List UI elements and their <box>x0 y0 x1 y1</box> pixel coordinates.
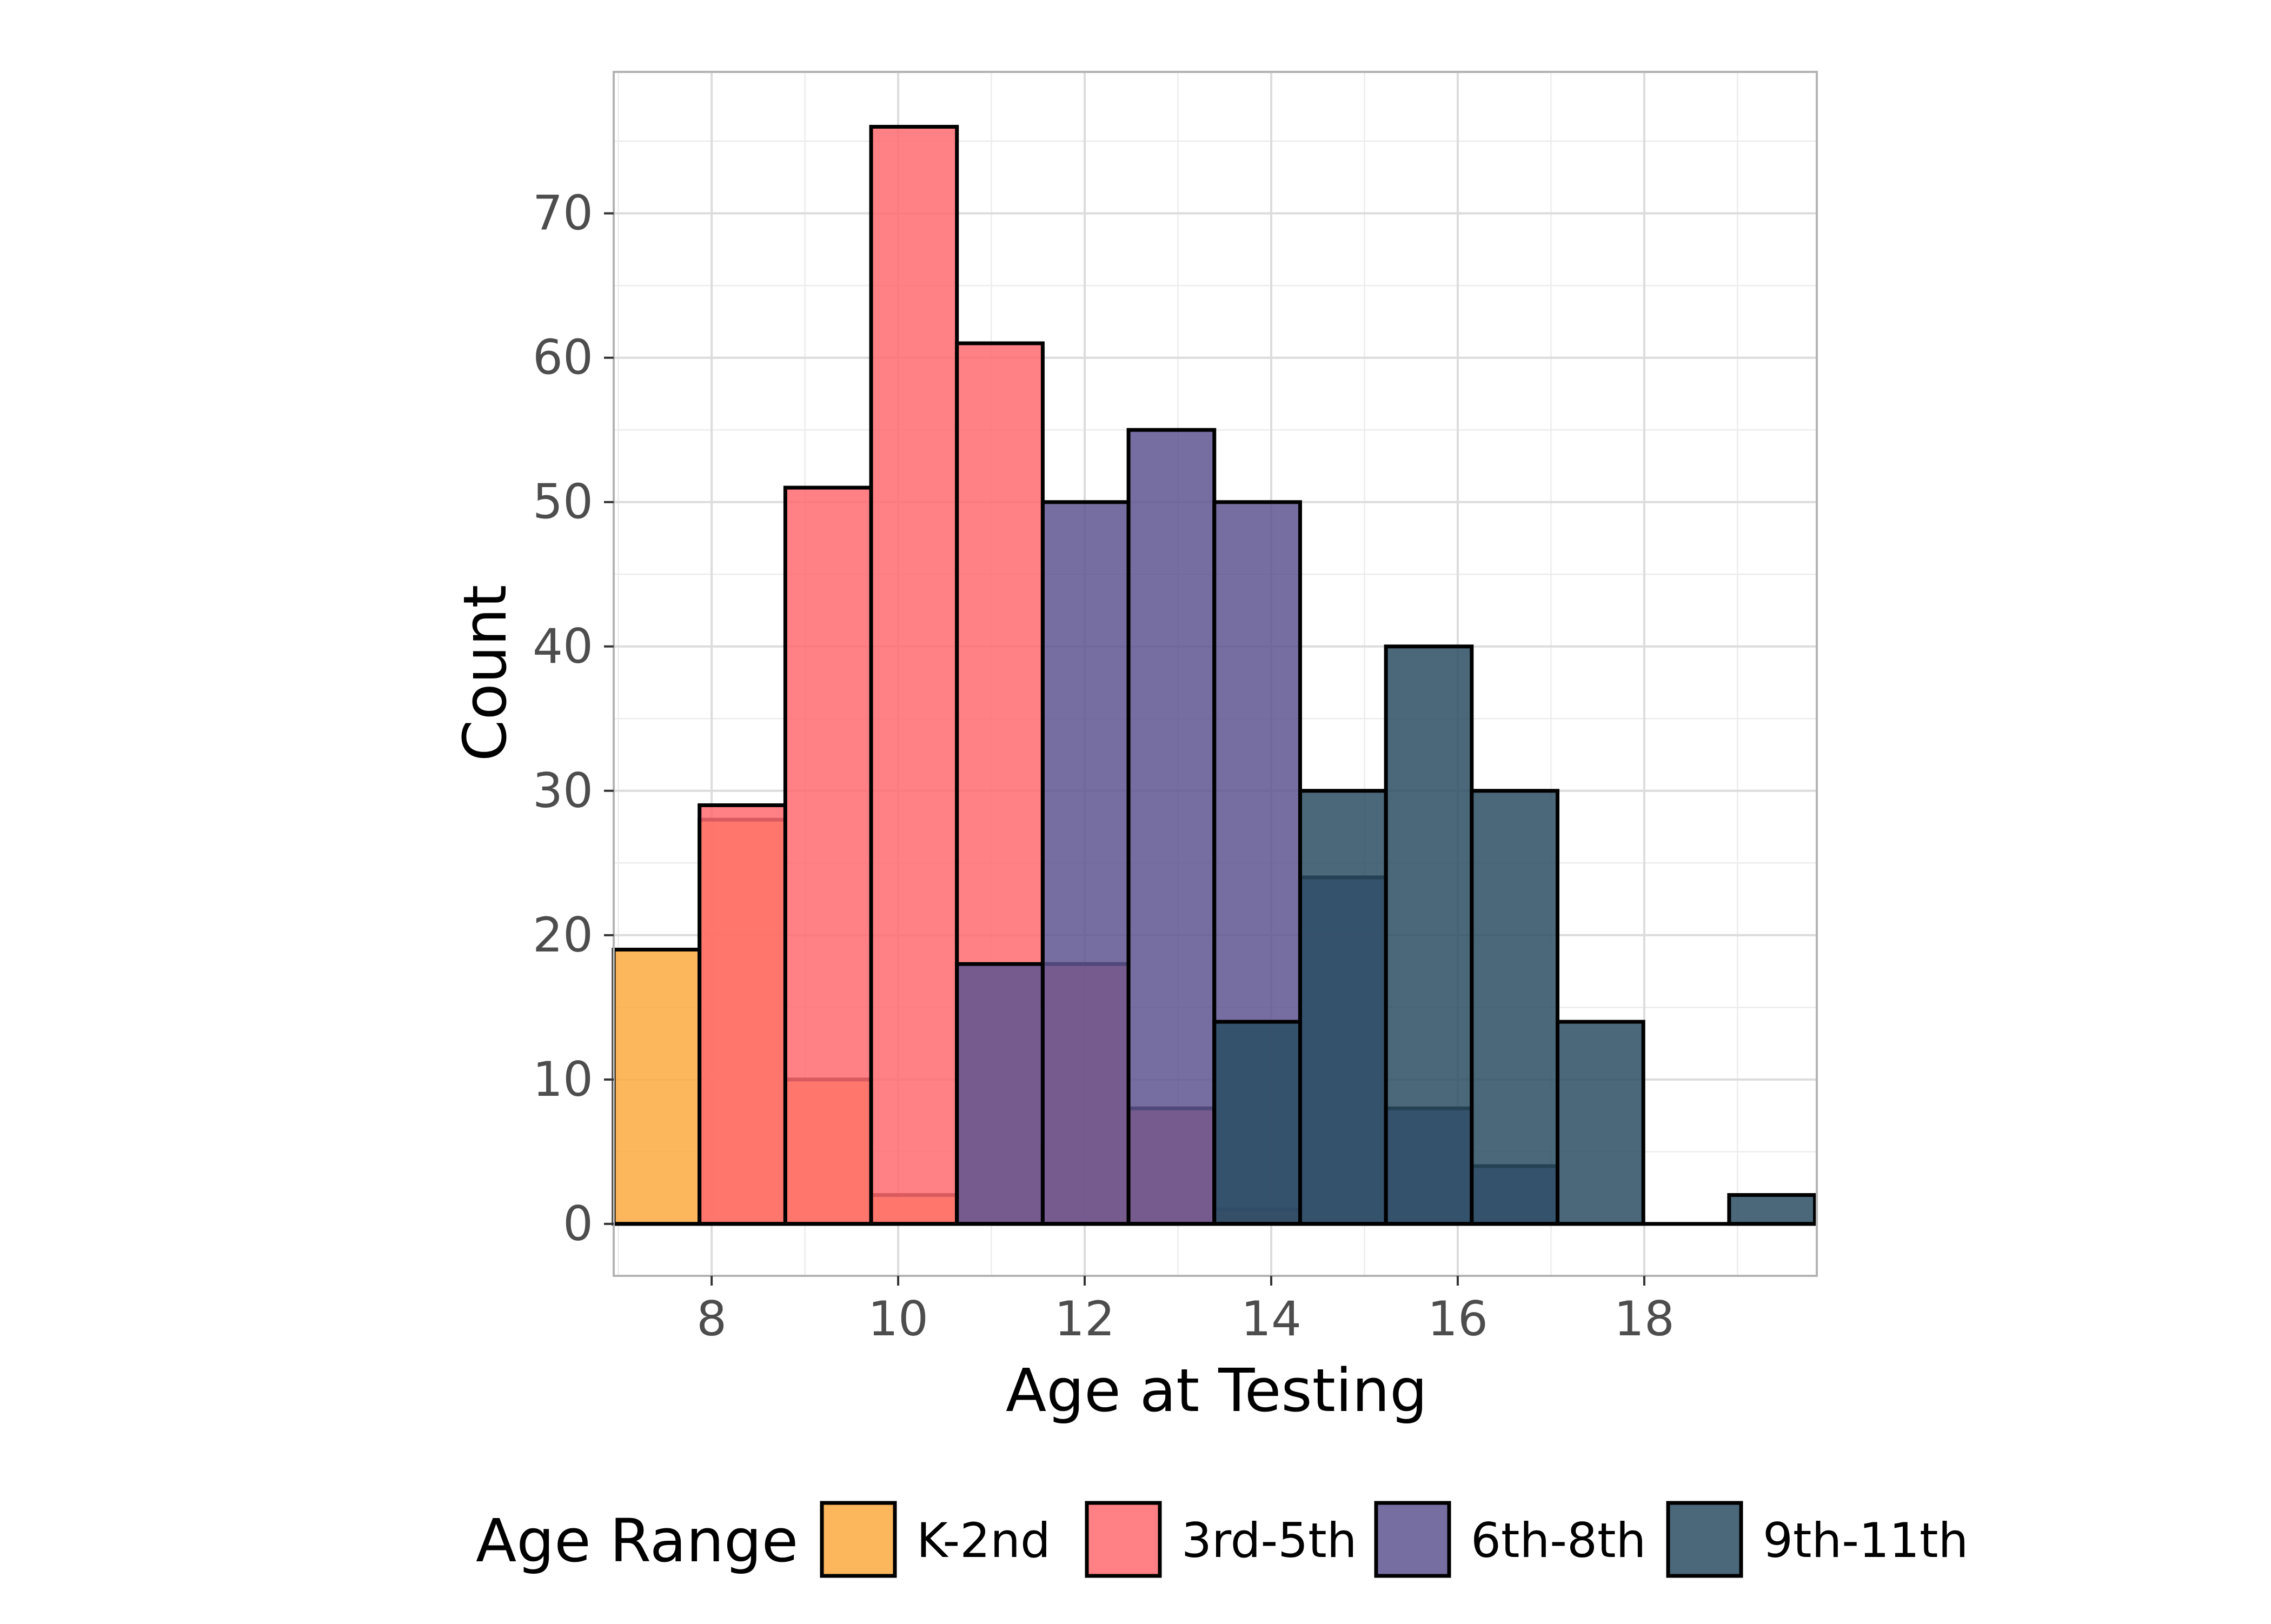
bar-9th-11th <box>1212 1020 1302 1226</box>
x-axis-title: Age at Testing <box>1006 1356 1427 1425</box>
legend: Age Range K-2nd 3rd-5th 6th-8th 9th-11th <box>476 1501 1968 1578</box>
legend-label-3rd-5th: 3rd-5th <box>1181 1513 1357 1568</box>
x-tick-label: 10 <box>868 1291 928 1347</box>
bar-9th-11th <box>1470 789 1560 1226</box>
bar-6th-8th <box>1040 500 1131 1226</box>
y-tick-label: 40 <box>533 618 593 674</box>
bar-9th-11th <box>1727 1193 1817 1226</box>
y-axis-ticks: 0 10 20 30 40 50 60 70 <box>533 185 614 1252</box>
bar-3rd-5th <box>698 803 787 1226</box>
y-tick-label: 0 <box>563 1196 593 1252</box>
panel-border <box>613 71 1818 1277</box>
x-tick-label: 18 <box>1614 1291 1675 1347</box>
bar-6th-8th <box>955 962 1045 1226</box>
bar-k-2nd <box>612 948 702 1226</box>
x-tick-label: 16 <box>1427 1291 1488 1347</box>
legend-items: K-2nd 3rd-5th 6th-8th 9th-11th <box>820 1501 1968 1578</box>
y-tick-label: 10 <box>533 1051 593 1107</box>
x-tick-label: 14 <box>1241 1291 1301 1347</box>
y-tick-label: 30 <box>533 763 593 818</box>
legend-key-9th-11th <box>1666 1501 1743 1578</box>
bar-9th-11th <box>1298 789 1388 1226</box>
legend-label-9th-11th: 9th-11th <box>1763 1513 1968 1568</box>
histogram-bars <box>612 124 1817 1226</box>
legend-label-k-2nd: K-2nd <box>917 1513 1051 1568</box>
y-axis-title: Count <box>450 585 520 762</box>
y-tick-label: 20 <box>533 907 593 963</box>
bar-6th-8th <box>1126 428 1217 1226</box>
y-tick-label: 70 <box>533 185 593 241</box>
bar-9th-11th <box>1384 644 1474 1226</box>
x-tick-label: 8 <box>696 1291 727 1347</box>
bar-3rd-5th <box>869 124 959 1226</box>
legend-title: Age Range <box>476 1506 798 1575</box>
x-tick-label: 12 <box>1054 1291 1115 1347</box>
legend-key-6th-8th <box>1374 1501 1451 1578</box>
y-tick-label: 50 <box>533 474 593 530</box>
bar-9th-11th <box>1556 1020 1645 1226</box>
panel-frame <box>613 71 1818 1277</box>
y-tick-label: 60 <box>533 330 593 385</box>
legend-label-6th-8th: 6th-8th <box>1471 1513 1646 1568</box>
legend-key-k-2nd <box>820 1501 897 1578</box>
x-axis-ticks: 8 10 12 14 16 18 <box>696 1276 1675 1347</box>
legend-key-3rd-5th <box>1085 1501 1162 1578</box>
bar-3rd-5th <box>783 485 873 1226</box>
